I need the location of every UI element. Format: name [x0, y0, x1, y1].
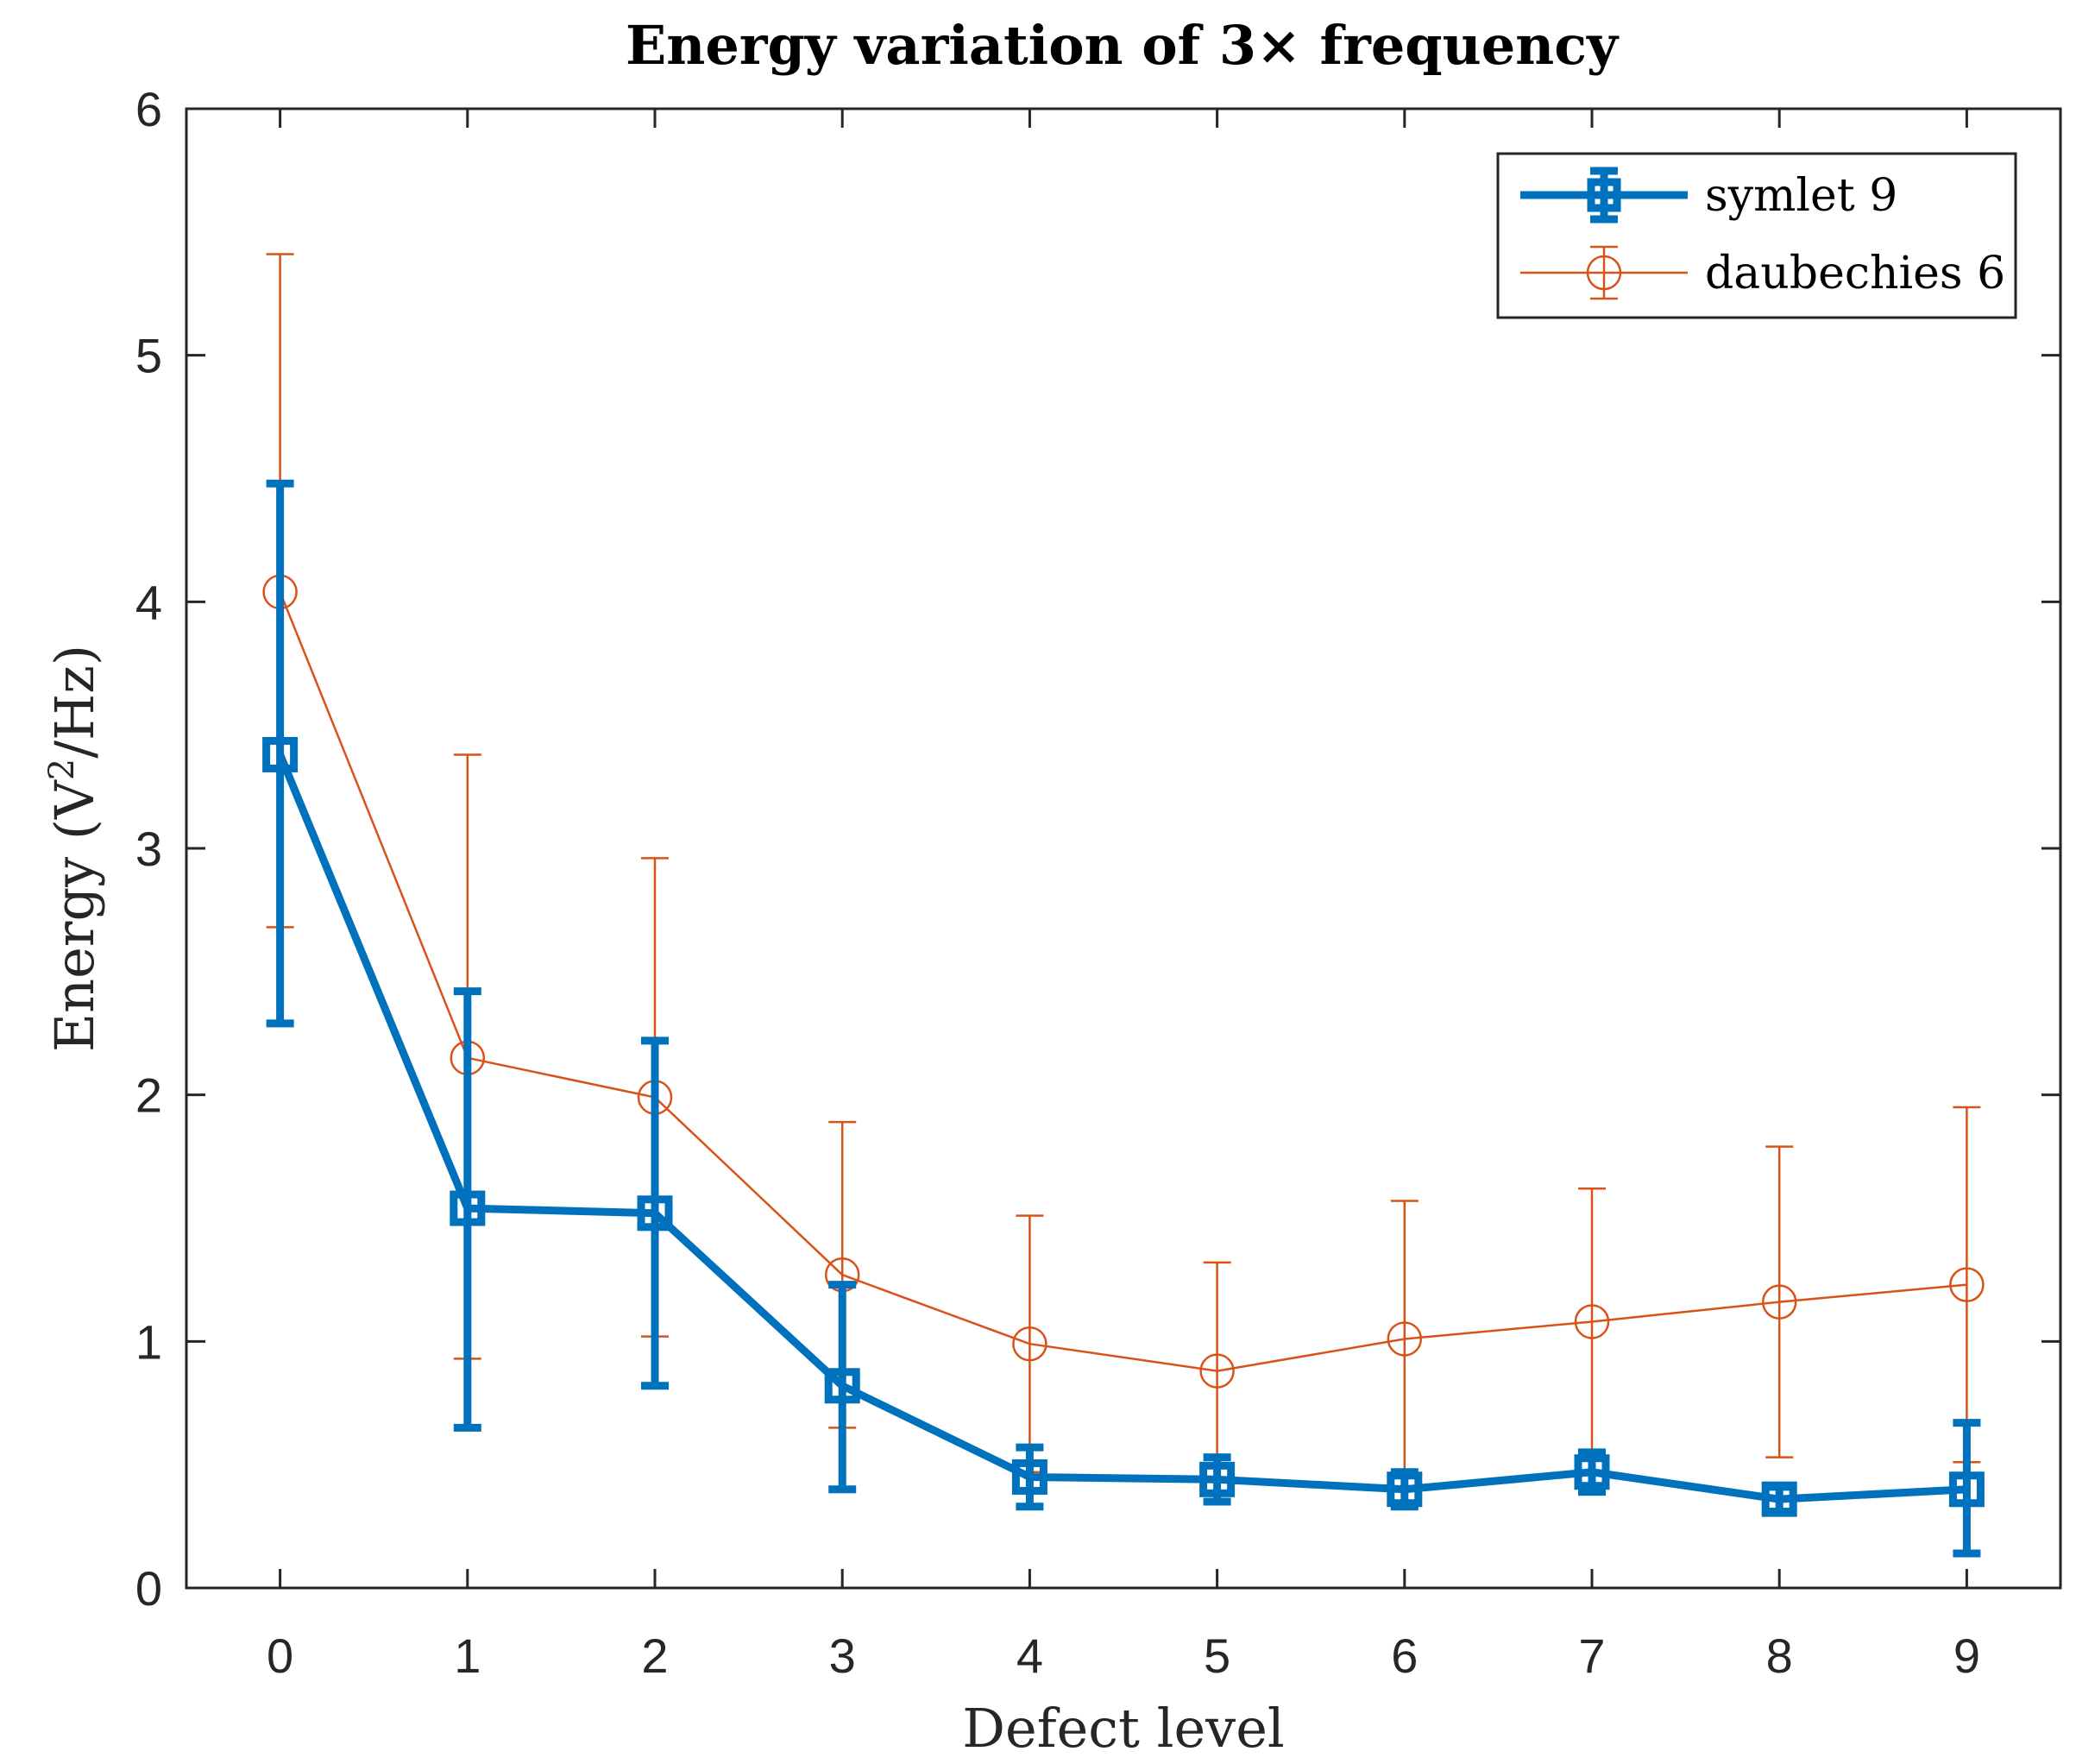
- data-point-symlet-9: [1574, 1454, 1610, 1490]
- data-point-daubechies-6: [1199, 1353, 1235, 1389]
- data-point-daubechies-6: [1387, 1321, 1423, 1357]
- plot-area: [185, 107, 2062, 1590]
- series-daubechies-6: [262, 253, 1985, 1481]
- y-axis-label: Energy (V2/Hz): [42, 645, 106, 1052]
- y-axis-label-suffix: /Hz): [43, 645, 106, 759]
- data-point-symlet-9: [637, 1195, 673, 1232]
- y-tick-label: 6: [135, 82, 162, 136]
- data-point-daubechies-6: [1012, 1326, 1047, 1362]
- data-point-symlet-9: [824, 1368, 860, 1404]
- series-line-daubechies-6: [279, 591, 1967, 1372]
- legend-entry-symlet-9: symlet 9: [1520, 167, 1897, 224]
- data-point-daubechies-6: [1949, 1267, 1985, 1302]
- x-tick-label: 6: [1391, 1629, 1418, 1683]
- x-tick-label: 7: [1578, 1629, 1605, 1683]
- legend-entry-daubechies-6: daubechies 6: [1520, 245, 2005, 300]
- x-tick-label: 4: [1016, 1629, 1043, 1683]
- legend-box: [1496, 152, 2017, 319]
- data-point-symlet-9: [1011, 1458, 1047, 1495]
- x-axis-label: Defect level: [962, 1697, 1284, 1760]
- axis-tick-labels: 0 1 2 3 4 5 6 7 8 9 0 1 2 3 4 5 6: [135, 82, 1980, 1683]
- series-symlet-9: [262, 479, 1985, 1558]
- x-tick-label: 1: [454, 1629, 481, 1683]
- y-tick-label: 4: [135, 575, 162, 629]
- data-point-symlet-9: [1761, 1481, 1797, 1517]
- y-axis-label-prefix: Energy (V: [43, 779, 106, 1052]
- x-tick-label: 5: [1204, 1629, 1230, 1683]
- data-point-symlet-9: [262, 736, 299, 772]
- data-point-symlet-9: [1948, 1471, 1985, 1508]
- chart-title: Energy variation of 3× frequency: [626, 14, 1620, 77]
- data-point-daubechies-6: [1574, 1304, 1610, 1339]
- y-tick-label: 0: [135, 1561, 162, 1616]
- data-point-symlet-9: [1387, 1471, 1423, 1508]
- legend-daubechies-6-label: daubechies 6: [1705, 248, 2005, 299]
- y-tick-label: 3: [135, 822, 162, 876]
- data-point-symlet-9: [450, 1190, 486, 1226]
- y-tick-label: 1: [135, 1314, 162, 1369]
- data-point-symlet-9: [1199, 1461, 1236, 1497]
- y-tick-label: 2: [135, 1068, 162, 1123]
- y-axis-label-superscript: 2: [42, 759, 82, 780]
- x-tick-label: 0: [267, 1629, 293, 1683]
- axis-ticks: [186, 107, 2060, 1590]
- x-tick-label: 8: [1766, 1629, 1793, 1683]
- legend: symlet 9 daubechies 6: [1496, 152, 2017, 319]
- legend-symlet-9-label: symlet 9: [1705, 170, 1897, 222]
- legend-symlet-9-marker: [1587, 178, 1621, 212]
- series-line-symlet-9: [276, 753, 1967, 1503]
- x-tick-label: 2: [641, 1629, 668, 1683]
- legend-daubechies-6-marker: [1586, 255, 1622, 291]
- data-point-daubechies-6: [1761, 1284, 1797, 1320]
- y-tick-label: 5: [135, 329, 162, 383]
- x-tick-label: 9: [1953, 1629, 1980, 1683]
- series-layer: [262, 253, 1985, 1558]
- x-tick-label: 3: [829, 1629, 856, 1683]
